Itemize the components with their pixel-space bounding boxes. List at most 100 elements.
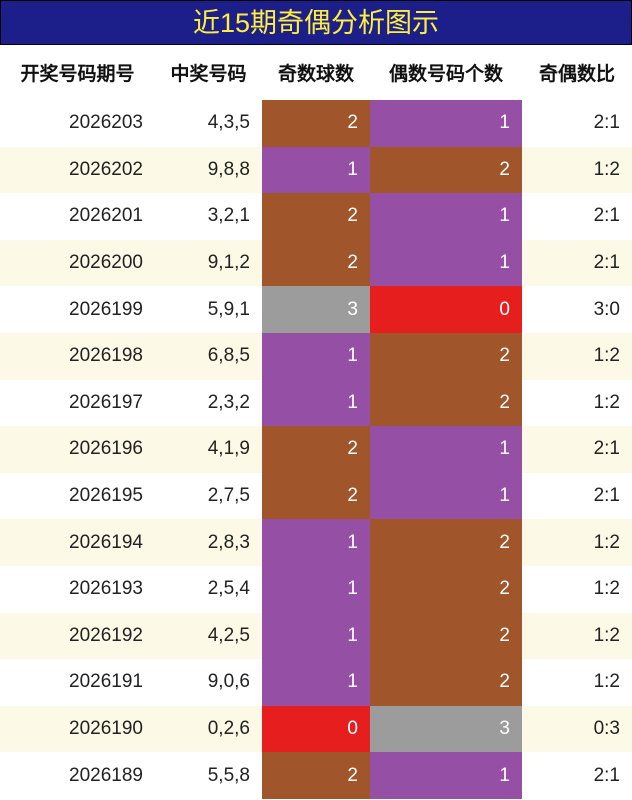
table-body: 2026203 4,3,5 2 1 2:1 2026202 9,8,8 1 2 1:2 202620… <box>0 100 632 799</box>
odd-count: 3 <box>262 286 370 333</box>
even-count: 1 <box>370 426 522 473</box>
odd-count: 1 <box>262 379 370 427</box>
issue-number: 2026198 <box>0 332 155 380</box>
odd-count: 1 <box>262 146 370 194</box>
issue-number: 2026192 <box>0 612 155 660</box>
column-header: 奇数球数 <box>277 64 354 85</box>
table-row: 2026191 9,0,6 1 2 1:2 <box>0 659 632 706</box>
column-header: 开奖号码期号 <box>20 64 135 85</box>
odd-count: 2 <box>262 426 370 473</box>
table-row: 2026192 4,2,5 1 2 1:2 <box>0 612 632 660</box>
issue-number: 2026194 <box>0 519 155 566</box>
odd-even-ratio: 2:1 <box>522 239 632 287</box>
odd-even-ratio: 2:1 <box>593 764 620 786</box>
even-count: 2 <box>370 379 522 427</box>
winning-numbers: 9,8,8 <box>155 146 262 194</box>
table-row: 2026196 4,1,9 2 1 2:1 <box>0 426 632 473</box>
odd-count: 1 <box>262 332 370 380</box>
table-row: 2026193 2,5,4 1 2 1:2 <box>0 565 632 613</box>
winning-numbers: 9,1,2 <box>155 239 262 287</box>
issue-number: 2026191 <box>69 671 143 693</box>
column-header: 中奖号码 <box>170 64 247 85</box>
odd-even-ratio: 1:2 <box>522 519 632 566</box>
winning-numbers: 2,7,5 <box>207 485 250 507</box>
table-row: 2026198 6,8,5 1 2 1:2 <box>0 332 632 380</box>
odd-even-ratio: 1:2 <box>522 332 632 380</box>
issue-number: 2026199 <box>69 298 143 320</box>
odd-even-ratio: 3:0 <box>593 298 620 320</box>
table-row: 2026189 5,5,8 2 1 2:1 <box>0 752 632 799</box>
even-count: 1 <box>370 472 522 520</box>
odd-even-ratio: 1:2 <box>522 146 632 194</box>
even-count: 2 <box>370 146 522 194</box>
odd-even-ratio: 0:3 <box>522 705 632 753</box>
odd-count: 2 <box>262 239 370 287</box>
odd-count: 1 <box>262 565 370 613</box>
even-count: 2 <box>370 659 522 706</box>
table-row: 2026201 3,2,1 2 1 2:1 <box>0 193 632 240</box>
odd-count: 2 <box>262 472 370 520</box>
issue-number: 2026195 <box>69 485 143 507</box>
even-count: 2 <box>370 612 522 660</box>
winning-numbers: 5,5,8 <box>207 764 250 786</box>
issue-number: 2026201 <box>69 205 143 227</box>
table-row: 2026203 4,3,5 2 1 2:1 <box>0 100 632 147</box>
odd-count: 1 <box>262 519 370 566</box>
odd-even-ratio: 2:1 <box>522 426 632 473</box>
even-count: 1 <box>370 100 522 147</box>
winning-numbers: 5,9,1 <box>207 298 250 320</box>
odd-count: 1 <box>262 612 370 660</box>
winning-numbers: 2,3,2 <box>207 391 250 413</box>
winning-numbers: 0,2,6 <box>155 705 262 753</box>
table-row: 2026195 2,7,5 2 1 2:1 <box>0 472 632 520</box>
winning-numbers: 4,1,9 <box>155 426 262 473</box>
odd-count: 2 <box>262 193 370 240</box>
table-row: 2026202 9,8,8 1 2 1:2 <box>0 146 632 194</box>
header-row: 开奖号码期号 中奖号码 奇数球数 偶数号码个数 奇偶数比 <box>0 45 632 100</box>
issue-number: 2026202 <box>0 146 155 194</box>
even-count: 0 <box>370 286 522 333</box>
table-row: 2026200 9,1,2 2 1 2:1 <box>0 239 632 287</box>
winning-numbers: 4,3,5 <box>207 112 250 134</box>
winning-numbers: 9,0,6 <box>207 671 250 693</box>
odd-count: 2 <box>262 100 370 147</box>
odd-even-ratio: 1:2 <box>593 671 620 693</box>
column-header: 偶数号码个数 <box>388 64 503 85</box>
winning-numbers: 4,2,5 <box>155 612 262 660</box>
issue-number: 2026196 <box>0 426 155 473</box>
even-count: 2 <box>370 332 522 380</box>
odd-even-ratio: 2:1 <box>593 112 620 134</box>
winning-numbers: 6,8,5 <box>155 332 262 380</box>
odd-even-ratio: 1:2 <box>522 612 632 660</box>
issue-number: 2026200 <box>0 239 155 287</box>
odd-even-ratio: 1:2 <box>593 578 620 600</box>
issue-number: 2026189 <box>69 764 143 786</box>
odd-even-ratio: 2:1 <box>593 485 620 507</box>
odd-even-table: 开奖号码期号 中奖号码 奇数球数 偶数号码个数 奇偶数比 2026203 4,3,5 2 1 2… <box>0 45 632 799</box>
even-count: 2 <box>370 565 522 613</box>
odd-count: 1 <box>262 659 370 706</box>
issue-number: 2026203 <box>69 112 143 134</box>
even-count: 2 <box>370 519 522 566</box>
table-row: 2026199 5,9,1 3 0 3:0 <box>0 286 632 333</box>
issue-number: 2026190 <box>0 705 155 753</box>
column-header: 奇偶数比 <box>538 64 615 85</box>
table-row: 2026190 0,2,6 0 3 0:3 <box>0 705 632 753</box>
winning-numbers: 3,2,1 <box>207 205 250 227</box>
even-count: 1 <box>370 193 522 240</box>
table-row: 2026194 2,8,3 1 2 1:2 <box>0 519 632 566</box>
even-count: 1 <box>370 239 522 287</box>
even-count: 3 <box>370 705 522 753</box>
odd-count: 0 <box>262 705 370 753</box>
even-count: 1 <box>370 752 522 799</box>
title-bar: 近15期奇偶分析图示 <box>0 0 632 45</box>
winning-numbers: 2,5,4 <box>207 578 250 600</box>
winning-numbers: 2,8,3 <box>155 519 262 566</box>
odd-even-ratio: 1:2 <box>593 391 620 413</box>
issue-number: 2026197 <box>69 391 143 413</box>
odd-even-ratio: 2:1 <box>593 205 620 227</box>
table-row: 2026197 2,3,2 1 2 1:2 <box>0 379 632 427</box>
issue-number: 2026193 <box>69 578 143 600</box>
odd-count: 2 <box>262 752 370 799</box>
